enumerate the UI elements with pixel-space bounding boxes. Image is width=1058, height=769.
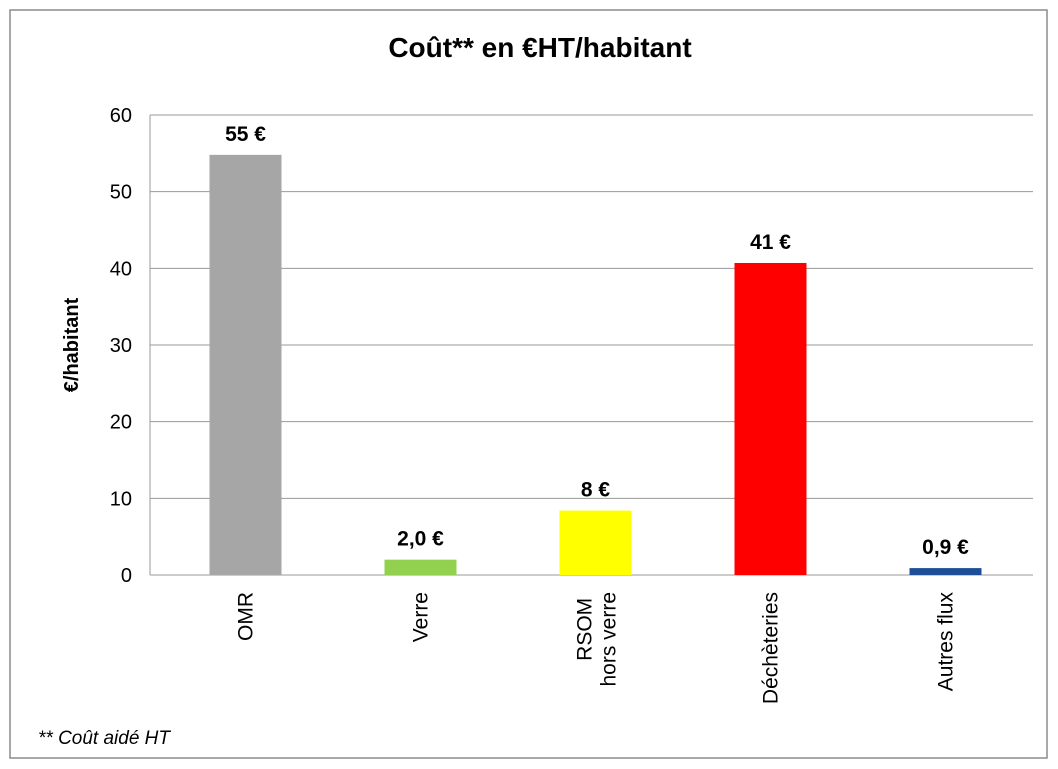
y-tick-label: 40 xyxy=(110,258,132,280)
data-label: 8 € xyxy=(581,479,611,502)
y-tick-label: 20 xyxy=(110,412,132,434)
bar xyxy=(559,510,632,575)
y-tick-label: 10 xyxy=(110,488,132,510)
x-tick-label: Déchèteries xyxy=(760,592,783,704)
x-tick-label: Verre xyxy=(410,592,433,642)
data-label: 41 € xyxy=(750,231,791,254)
x-tick-label: RSOM hors verre xyxy=(574,592,621,687)
y-tick-label: 60 xyxy=(110,105,132,127)
y-tick-label: 0 xyxy=(121,565,132,587)
x-tick-label-line: RSOM xyxy=(574,592,597,661)
bar xyxy=(209,154,282,575)
y-axis-label: €/habitant xyxy=(61,297,83,392)
bar xyxy=(384,559,457,575)
y-tick-label: 30 xyxy=(110,335,132,357)
bar xyxy=(734,262,807,575)
chart-border xyxy=(9,9,1048,759)
bar xyxy=(909,568,982,575)
data-label: 55 € xyxy=(225,123,266,146)
y-tick-label: 50 xyxy=(110,182,132,204)
x-tick-label: Autres flux xyxy=(935,592,958,692)
data-label: 0,9 € xyxy=(922,536,969,559)
chart-title: Coût** en €HT/habitant xyxy=(388,32,691,63)
x-tick-label-line: hors verre xyxy=(598,592,621,687)
footnote: ** Coût aidé HT xyxy=(38,728,171,749)
x-tick-label: OMR xyxy=(235,592,258,641)
data-label: 2,0 € xyxy=(397,528,444,551)
